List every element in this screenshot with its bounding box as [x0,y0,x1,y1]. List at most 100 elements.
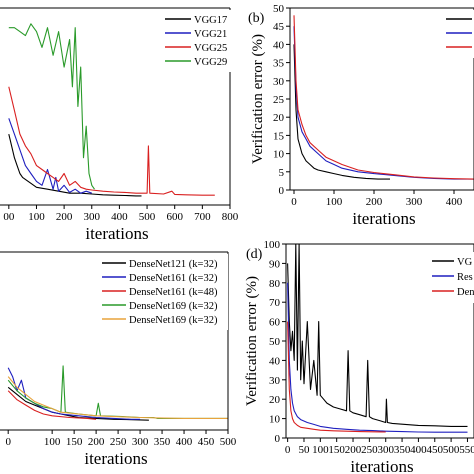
series-group [293,15,474,180]
series-group [8,23,215,197]
x-tick-label: 300 [132,436,149,448]
x-tick-label: 400 [176,436,193,448]
legend: VGG17 VGG21 VGG25 VGG29 [163,10,231,72]
legend-label: VGG17 [194,15,227,26]
legend [444,10,474,58]
legend-label: DenseNet169 (k=32) [129,301,218,312]
x-tick-label: 550 [459,444,474,456]
y-tick-label: 10 [269,414,281,426]
x-tick-label: 0 [5,436,11,448]
x-tick-label: 500 [139,211,156,223]
legend-label: VGG29 [194,57,227,68]
chart-panel-4: 0 50 100 150 200 250 300 350 400 450 500 5500102030… [244,239,474,474]
y-tick-label: 80 [269,278,281,290]
y-tick-label: 50 [269,336,281,348]
legend-label: DenseNet169 (k=32) [129,315,218,326]
y-tick-label: 50 [273,3,285,15]
y-tick-label: 40 [273,39,285,51]
x-axis-label: iterations [350,457,413,474]
x-tick-label: 00 [3,211,15,223]
x-tick-label: 0 [285,444,291,456]
x-tick-label: 400 [111,211,128,223]
x-tick-label: 500 [220,436,237,448]
y-tick-label: 25 [273,94,285,106]
x-tick-label: 300 [377,444,394,456]
panel-label: (b) [248,11,265,26]
x-tick-label: 200 [56,211,73,223]
legend-label: DenseNet161 (k=48) [129,287,218,298]
series-group [287,244,468,433]
x-tick-label: 500 [443,444,460,456]
x-tick-label: 350 [394,444,411,456]
chart-panel-1: 00 100 200 300 400 500 600 700 800 iterations VGG1… [0,7,239,243]
legend-box [100,254,228,330]
x-axis-label: iterations [85,224,148,243]
y-axis-label: Verification error (%) [244,276,260,406]
series-line-1 [8,133,142,197]
y-tick-label: 40 [269,355,281,367]
x-tick-label: 450 [198,436,215,448]
y-tick-label: 0 [275,433,281,445]
x-tick-label: 300 [406,196,423,208]
x-tick-label: 150 [66,436,83,448]
y-tick-label: 100 [264,239,281,251]
x-tick-label: 200 [88,436,105,448]
x-tick-label: 300 [84,211,101,223]
x-tick-label: 0 [291,196,297,208]
series-line-4 [8,23,95,190]
x-tick-label: 200 [345,444,362,456]
x-tick-label: 150 [328,444,345,456]
series-line-2 [287,282,468,433]
series-line-1 [287,244,468,427]
x-tick-label: 700 [194,211,211,223]
y-tick-label: 30 [273,76,285,88]
y-tick-label: 60 [269,317,281,329]
legend-label: Dens [457,287,474,298]
x-tick-label: 100 [312,444,329,456]
panel-label: (d) [246,247,263,262]
y-tick-label: 10 [273,149,285,161]
series-line-2 [7,367,141,420]
legend-label: VG [457,257,473,268]
chart-panel-3: 0 100 150 200 250 300 350 400 450 500 iterations De… [0,251,237,468]
legend-label: Res [457,272,473,283]
x-tick-label: 100 [326,196,343,208]
legend: DenseNet121 (k=32) DenseNet161 (k=32) Dens… [100,254,228,330]
y-tick-label: 45 [273,21,285,33]
x-tick-label: 400 [410,444,427,456]
x-axis-label: iterations [84,449,147,468]
series-group [7,365,228,421]
x-tick-label: 800 [222,211,239,223]
y-tick-label: 15 [273,130,285,142]
series-line-2 [8,118,92,194]
series-line-3 [8,86,215,196]
y-tick-label: 70 [269,297,281,309]
series-line-4 [7,365,228,419]
x-tick-label: 600 [166,211,183,223]
legend-label: DenseNet121 (k=32) [129,259,218,270]
x-tick-label: 100 [44,436,61,448]
series-line-3 [287,321,386,433]
x-tick-label: 400 [446,196,463,208]
legend: VG Res Dens [430,252,474,303]
chart-panel-2: 0 100 200 300 400 0 5 10 15 20 25 30 35 40 45 50 iterati… [248,3,474,228]
x-tick-label: 250 [110,436,127,448]
x-tick-label: 350 [154,436,171,448]
legend-label: DenseNet161 (k=32) [129,273,218,284]
y-tick-label: 5 [279,167,285,179]
x-tick-label: 50 [298,444,310,456]
series-line-3 [293,15,474,180]
x-tick-label: 200 [366,196,383,208]
y-axis-label: Verification error (%) [250,34,266,164]
series-line-3 [7,390,97,420]
y-tick-label: 90 [269,258,281,270]
legend-box [444,10,474,58]
series-line-1 [293,44,390,180]
legend-label: VGG25 [194,43,227,54]
y-tick-label: 30 [269,375,281,387]
x-tick-label: 250 [361,444,378,456]
y-tick-label: 35 [273,58,285,70]
y-tick-label: 20 [273,112,285,124]
y-tick-label: 20 [269,394,281,406]
